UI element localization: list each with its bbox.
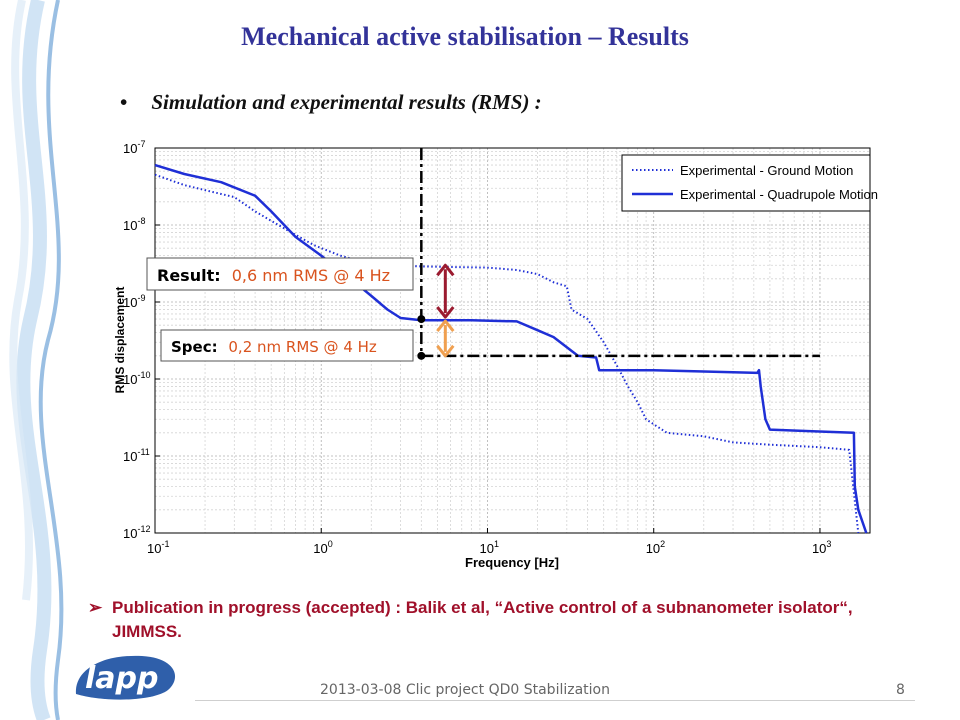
- result-arrow-head-top: [436, 263, 455, 277]
- legend-label-quadrupole: Experimental - Quadrupole Motion: [680, 187, 878, 202]
- spec-text: Spec: 0,2 nm RMS @ 4 Hz: [171, 338, 377, 356]
- spec-annotation: Spec: 0,2 nm RMS @ 4 Hz: [160, 329, 414, 362]
- reference-lines: [417, 148, 820, 360]
- footer-divider: [195, 700, 915, 701]
- publication-arrow-icon: ➢: [88, 598, 103, 617]
- result-annotation: Result: 0,6 nm RMS @ 4 Hz: [146, 257, 414, 291]
- y-tick-label: 10-12: [123, 524, 150, 541]
- x-tick-label: 102: [646, 539, 665, 556]
- series-line-quadrupole-motion: [154, 163, 868, 534]
- y-axis-label: RMS displacement: [113, 287, 127, 394]
- result-label: Result:: [157, 266, 221, 285]
- page-number: 8: [896, 682, 905, 698]
- result-text: Result: 0,6 nm RMS @ 4 Hz: [157, 266, 390, 285]
- x-tick-label: 103: [812, 539, 831, 556]
- publication-text: Publication in progress (accepted) : Bal…: [112, 598, 853, 641]
- spec-arrow: [436, 319, 455, 358]
- result-box: [146, 257, 414, 291]
- rms-displacement-chart: 10-1 100 101 102 103 10-12 10-11 10-10 10-9 10-8 1…: [113, 139, 878, 570]
- legend-box: [621, 154, 871, 212]
- result-value: 0,6 nm RMS @ 4 Hz: [232, 266, 390, 285]
- x-axis-label: Frequency [Hz]: [465, 555, 559, 570]
- decorative-wave-graphic: [9, 0, 64, 720]
- bullet-marker: •: [120, 90, 128, 114]
- chart-series: [154, 163, 868, 534]
- lapp-logo: lapp: [75, 655, 176, 700]
- series-line-ground-motion: [154, 173, 860, 534]
- spec-point-marker: [417, 351, 426, 360]
- spec-box: [160, 329, 414, 362]
- spec-arrow-head-bottom: [436, 344, 455, 358]
- x-tick-label: 101: [479, 539, 498, 556]
- result-point-marker: [417, 315, 426, 324]
- bullet-text: Simulation and experimental results (RMS…: [151, 90, 542, 114]
- y-tick-label: 10-10: [123, 370, 150, 387]
- y-tick-label: 10-9: [123, 293, 145, 310]
- slide-title: Mechanical active stabilisation – Result…: [241, 22, 689, 51]
- bullet-item: • Simulation and experimental results (RM…: [120, 90, 542, 115]
- footer-text: 2013-03-08 Clic project QD0 Stabilizatio…: [320, 682, 610, 698]
- result-arrow-head-bottom: [436, 306, 455, 319]
- spec-label: Spec:: [171, 338, 218, 356]
- legend-label-ground: Experimental - Ground Motion: [680, 163, 853, 178]
- y-tick-label: 10-7: [123, 139, 145, 156]
- x-tick-label: 100: [313, 539, 332, 556]
- publication-note: ➢ Publication in progress (accepted) : B…: [88, 596, 908, 644]
- axis-ticks: 10-1 100 101 102 103 10-12 10-11 10-10 10-9 10-8 1…: [123, 139, 831, 556]
- spec-value: 0,2 nm RMS @ 4 Hz: [228, 338, 377, 356]
- plot-frame: [154, 147, 871, 534]
- y-tick-label: 10-11: [123, 447, 150, 464]
- y-tick-label: 10-8: [123, 216, 145, 233]
- spec-arrow-head-top: [436, 319, 455, 333]
- lapp-logo-text: lapp: [85, 661, 158, 696]
- chart-legend: Experimental - Ground Motion Experimenta…: [621, 154, 878, 212]
- result-arrow: [436, 263, 455, 319]
- x-tick-label: 10-1: [147, 539, 169, 556]
